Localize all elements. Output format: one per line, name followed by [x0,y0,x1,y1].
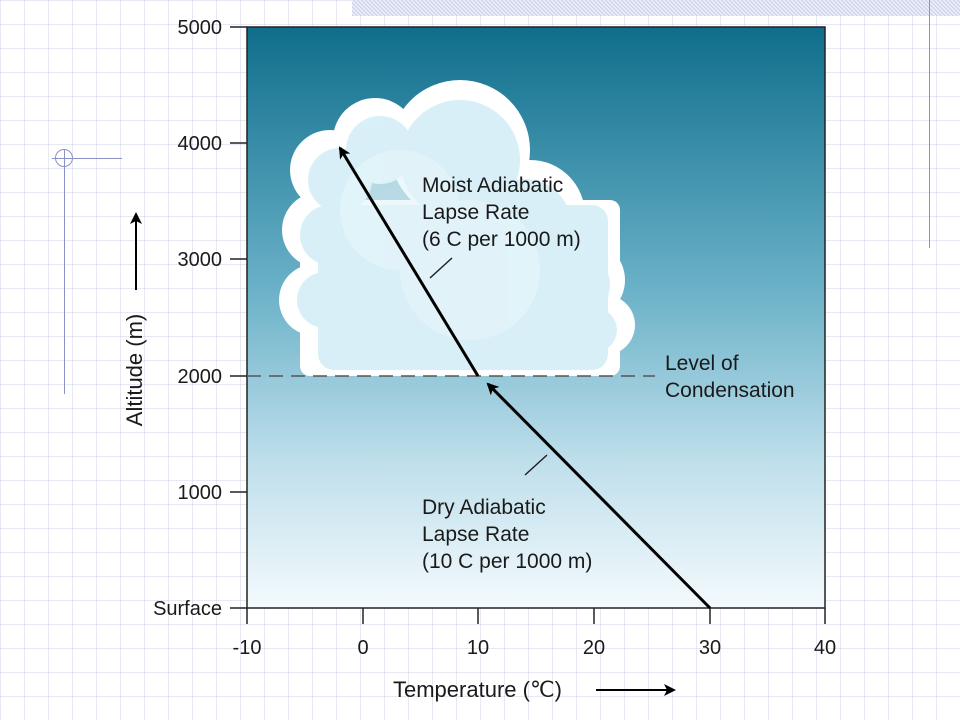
x-tick-label: 40 [814,637,836,659]
y-tick-label: 1000 [178,482,223,504]
cloud-shape [279,80,635,376]
decorative-horizontal-line [52,158,122,159]
dry-adiabatic-arrow [486,382,712,610]
y-tick-label: Surface [153,598,222,620]
x-axis-title: Temperature (℃) [393,677,562,702]
y-tick-label: 3000 [178,249,223,271]
moist-label-leader [429,257,453,279]
dry-label-leader [524,454,548,476]
condensation-label-line-2: Condensation [665,379,795,402]
moist-adiabatic-arrow [338,146,480,377]
dry-label-line-3: (10 C per 1000 m) [422,550,592,573]
dry-label-line-1: Dry Adiabatic [422,496,546,519]
y-tick-label: 5000 [178,17,223,39]
x-tick-label: 20 [583,637,605,659]
x-tick-label: -10 [233,637,262,659]
decorative-header-band [352,0,960,16]
x-tick-label: 0 [357,637,368,659]
y-axis-title: Altitude (m) [122,314,147,426]
condensation-label-line-1: Level of [665,352,739,375]
moist-label-line-3: (6 C per 1000 m) [422,228,581,251]
decorative-vertical-line [929,0,930,248]
moist-label-line-2: Lapse Rate [422,201,529,224]
x-tick-label: 30 [699,637,721,659]
dry-label-line-2: Lapse Rate [422,523,529,546]
decorative-left-line [64,150,65,394]
decorative-circle-icon [55,149,73,167]
y-tick-label: 4000 [178,133,223,155]
y-tick-label: 2000 [178,366,223,388]
x-tick-label: 10 [467,637,489,659]
moist-label-line-1: Moist Adiabatic [422,174,563,197]
